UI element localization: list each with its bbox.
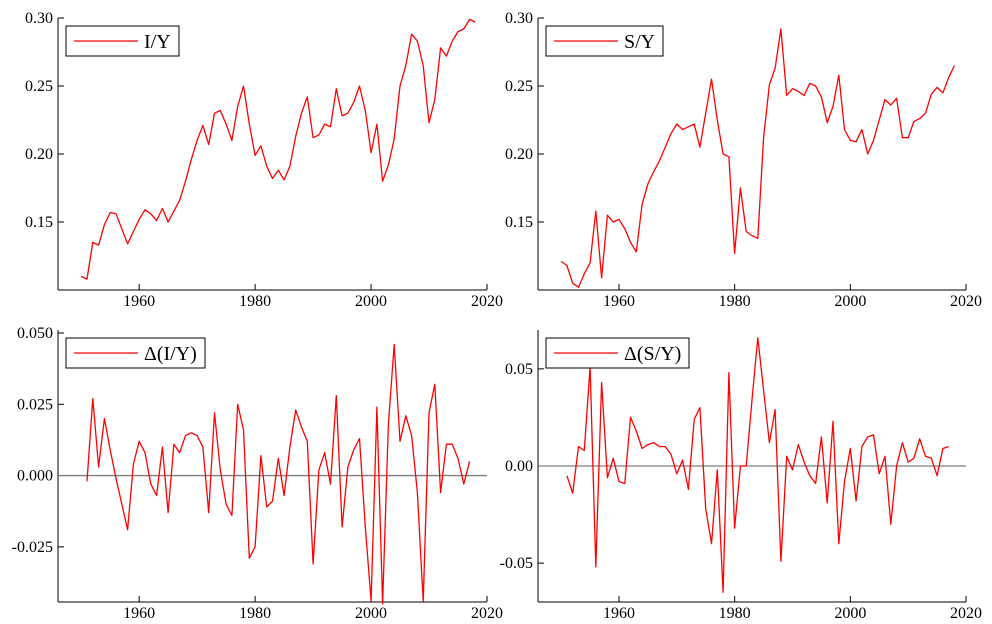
series-line	[80, 18, 476, 280]
series-line	[560, 28, 955, 288]
x-tick-label: 1980	[719, 293, 751, 310]
x-tick-label: 2000	[355, 293, 387, 310]
y-tick-label: 0.30	[505, 10, 533, 27]
y-tick-label: 0.15	[505, 214, 533, 231]
y-tick-label: -0.05	[500, 555, 533, 572]
legend: Δ(S/Y)	[545, 337, 690, 369]
y-tick-label: 0.30	[25, 10, 53, 27]
legend: I/Y	[65, 25, 180, 57]
y-tick-label: 0.05	[505, 361, 533, 378]
y-tick-label: 0.000	[17, 468, 53, 485]
y-tick-label: 0.050	[17, 325, 53, 342]
x-tick-label: 1980	[239, 605, 271, 622]
panel-diy: 1960 1980 2000 2020 -0.025 0.000 0.025 0.050 Δ(I…	[12, 325, 503, 622]
x-tick-label: 1960	[123, 293, 155, 310]
x-tick-label: 1960	[123, 605, 155, 622]
x-tick-label: 2000	[834, 293, 866, 310]
y-tick-label: 0.15	[25, 214, 53, 231]
x-tick-label: 2000	[834, 605, 866, 622]
series-line	[86, 343, 471, 605]
y-tick-label: 0.00	[505, 458, 533, 475]
panel-sy: 1960 1980 2000 2020 0.15 0.20 0.25 0.30 S/Y	[505, 10, 982, 310]
y-tick-label: 0.025	[17, 396, 53, 413]
x-tick-label: 1980	[719, 605, 751, 622]
y-tick-label: 0.20	[25, 146, 53, 163]
legend: Δ(I/Y)	[65, 337, 206, 369]
x-tick-label: 2000	[355, 605, 387, 622]
y-tick-label: -0.025	[12, 539, 53, 556]
x-tick-label: 2020	[471, 605, 503, 622]
legend-label: S/Y	[624, 31, 655, 53]
legend: S/Y	[545, 25, 664, 57]
panel-dsy: 1960 1980 2000 2020 -0.05 0.00 0.05 Δ(S/Y)	[500, 330, 982, 622]
y-tick-label: 0.20	[505, 146, 533, 163]
x-tick-label: 1960	[603, 605, 635, 622]
x-tick-label: 1980	[239, 293, 271, 310]
y-tick-label: 0.25	[25, 78, 53, 95]
x-tick-label: 1960	[603, 293, 635, 310]
legend-label: I/Y	[144, 31, 171, 53]
legend-label: Δ(I/Y)	[144, 343, 197, 365]
panel-iy: 1960 1980 2000 2020 0.15 0.20 0.25 0.30 I/Y	[25, 10, 503, 310]
y-tick-label: 0.25	[505, 78, 533, 95]
x-tick-label: 2020	[950, 605, 982, 622]
legend-label: Δ(S/Y)	[624, 343, 681, 365]
x-tick-label: 2020	[950, 293, 982, 310]
x-tick-label: 2020	[471, 293, 503, 310]
series-line	[566, 337, 949, 593]
